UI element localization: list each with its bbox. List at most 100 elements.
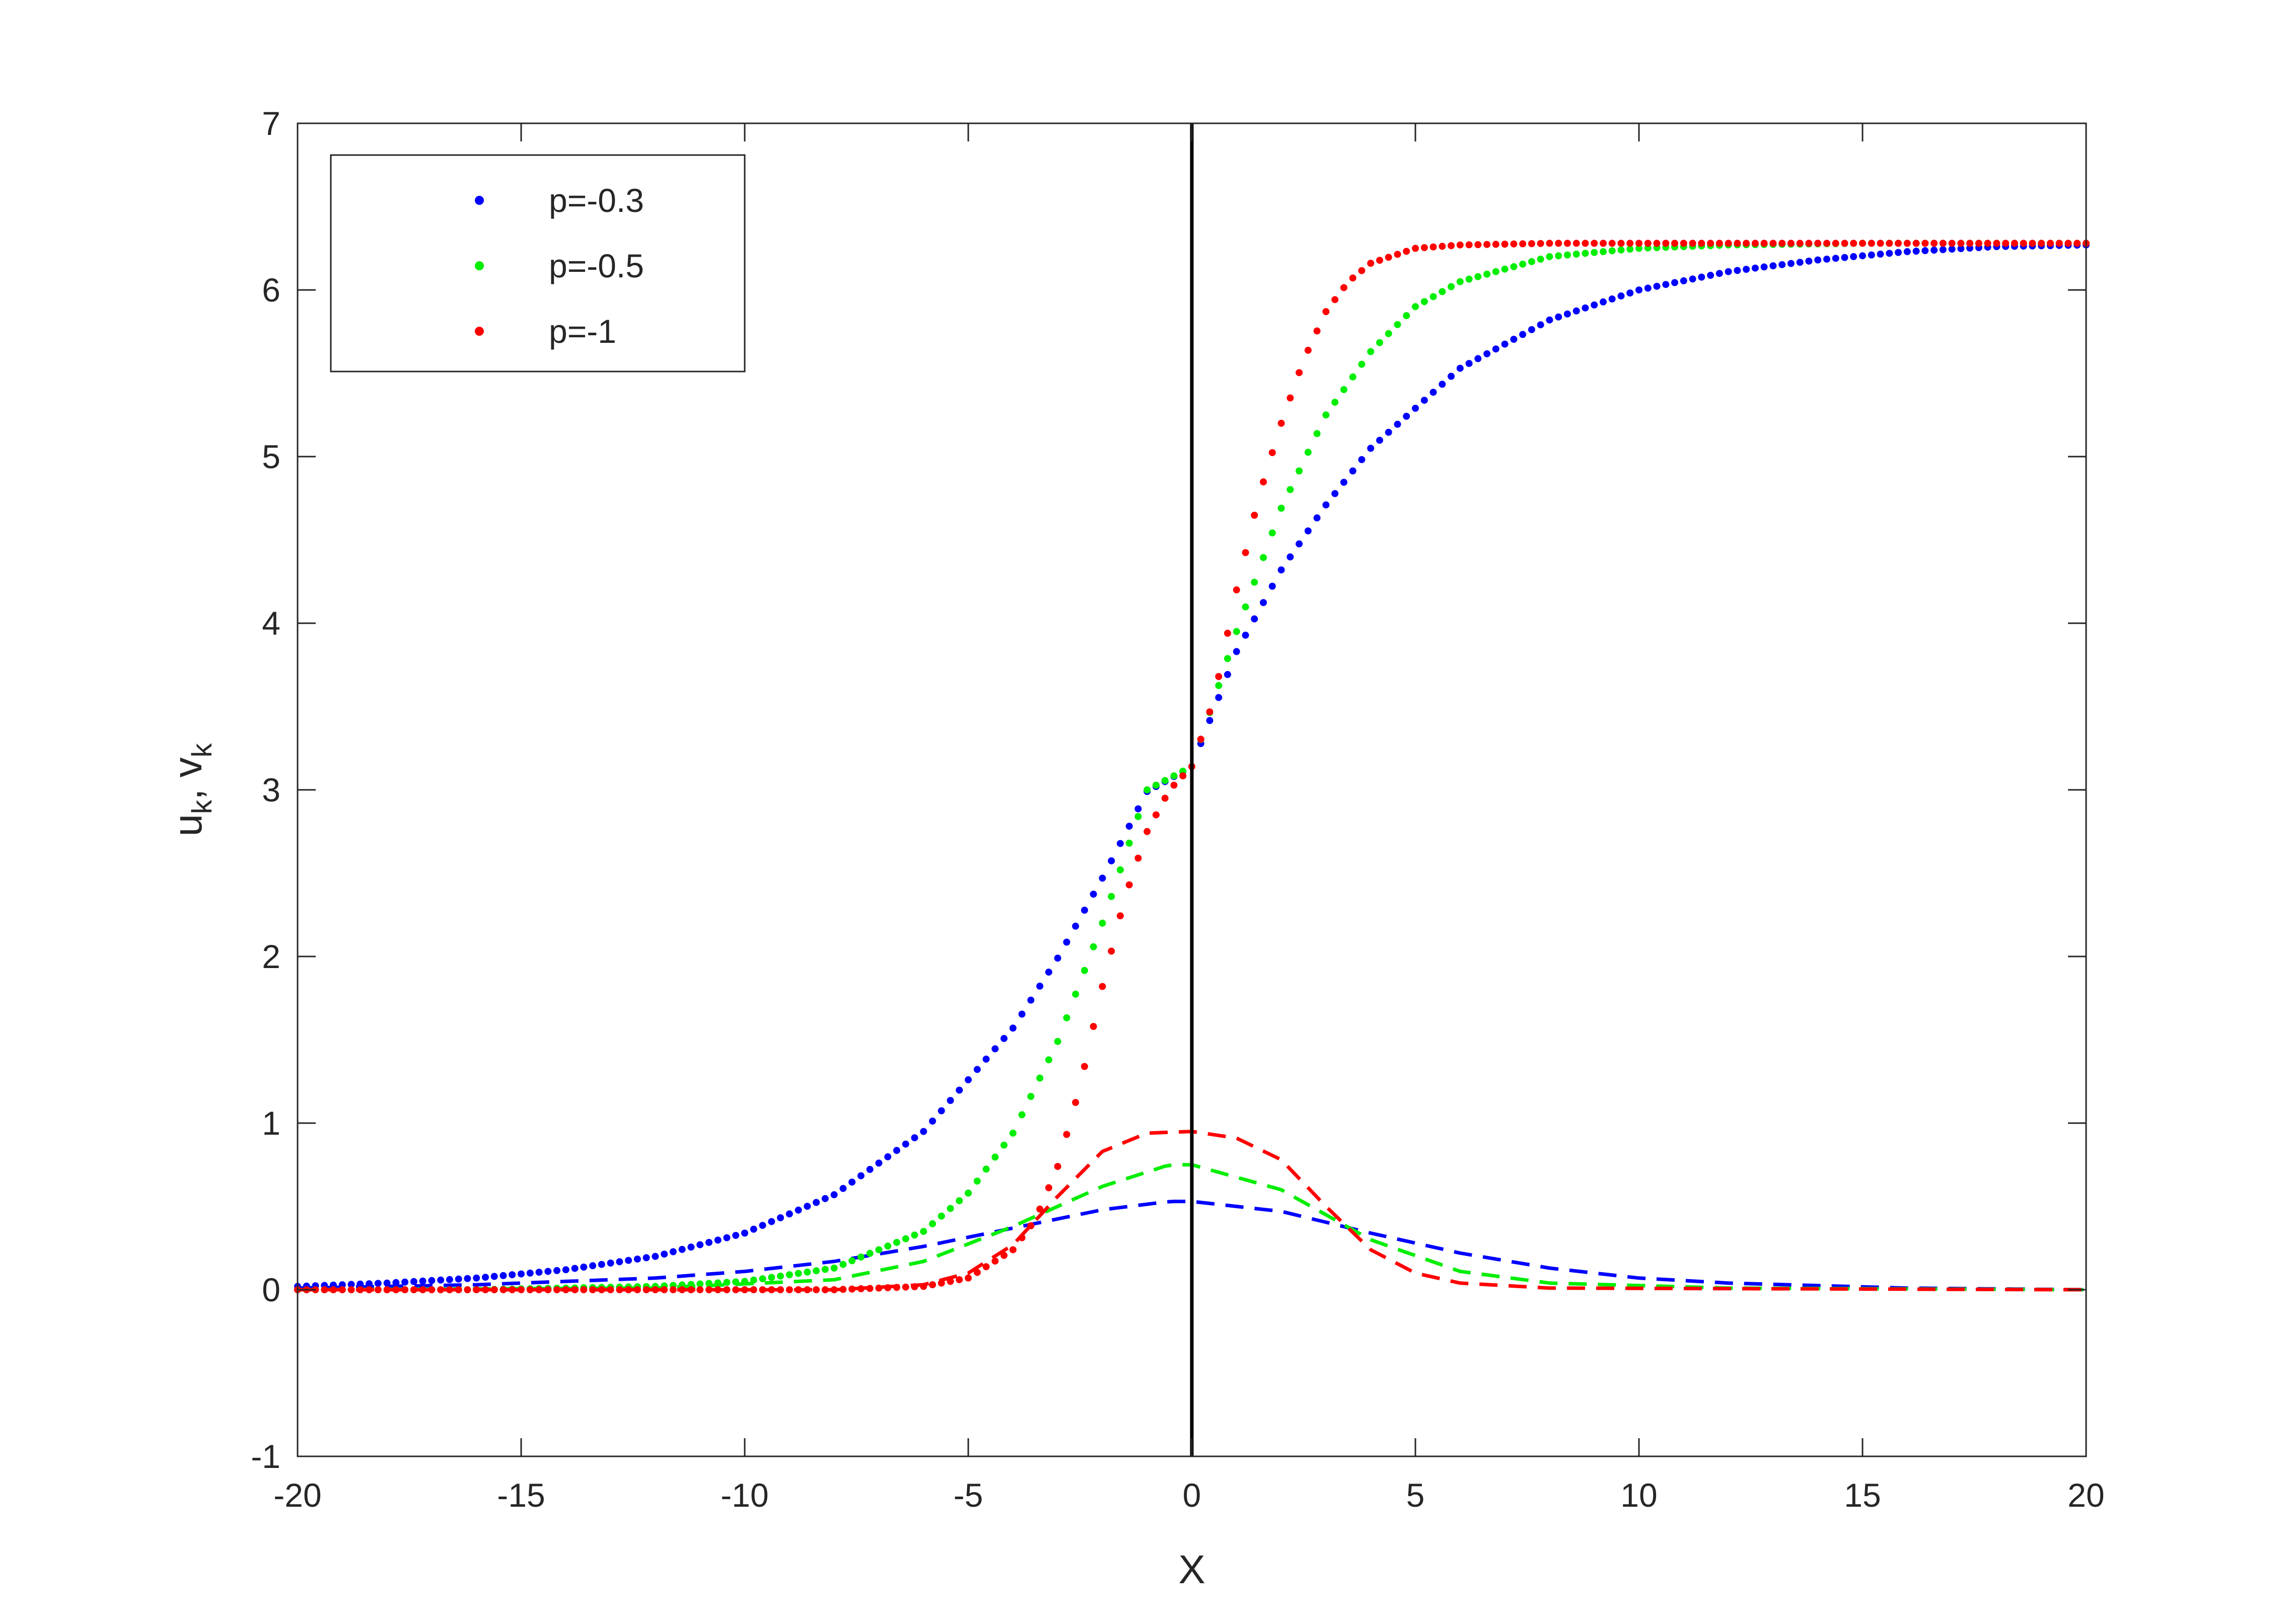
- series-2-u-point: [1394, 251, 1401, 258]
- series-0-v-line: [297, 1200, 2087, 1292]
- series-1-u-point: [902, 1235, 909, 1242]
- series-0-u-point: [1644, 284, 1652, 292]
- series-0-u-point: [1671, 279, 1678, 286]
- series-2-u-point: [1662, 240, 1670, 247]
- series-0-u-point: [1921, 247, 1929, 254]
- series-1-u-point: [1286, 486, 1294, 493]
- series-0-u-point: [383, 1279, 391, 1287]
- series-2-u-point: [1483, 241, 1491, 248]
- series-2-u-point: [1895, 240, 1902, 247]
- series-0-u-point: [419, 1277, 426, 1285]
- series-0-u-point: [661, 1250, 668, 1258]
- series-0-u-point: [1877, 250, 1884, 258]
- series-2-u-point: [1519, 240, 1527, 248]
- series-1-u-point: [991, 1153, 999, 1161]
- series-1-u-point: [1268, 529, 1276, 537]
- series-2-u-point: [1680, 240, 1687, 247]
- y-tick-label: 7: [262, 105, 280, 142]
- series-2-u-point: [1206, 708, 1213, 716]
- series-2-u-point: [947, 1278, 954, 1285]
- series-0-u-point: [750, 1225, 757, 1233]
- series-0-u-point: [696, 1241, 704, 1248]
- series-2-u-point: [1286, 394, 1294, 402]
- series-0-u-point: [777, 1214, 784, 1221]
- series-2-u-point: [1161, 794, 1169, 802]
- legend: p=-0.3 p=-0.5 p=-1: [330, 154, 746, 373]
- series-1-u-point: [911, 1231, 918, 1239]
- series-2-u-point: [1903, 240, 1911, 247]
- series-2-u-point: [535, 1286, 543, 1293]
- series-2-u-point: [366, 1286, 373, 1293]
- series-0-u-point: [1242, 631, 1249, 639]
- series-0-u-point: [338, 1281, 346, 1289]
- series-0-u-point: [1286, 553, 1294, 561]
- series-layer: [294, 240, 2090, 1293]
- series-2-u-point: [437, 1286, 445, 1293]
- series-0-u-point: [1635, 286, 1642, 293]
- series-1-u-point: [920, 1228, 927, 1235]
- series-2-u-point: [1313, 327, 1321, 335]
- series-2-u-point: [2073, 240, 2081, 247]
- series-2-u-point: [696, 1286, 704, 1293]
- series-0-u-point: [866, 1166, 874, 1173]
- series-0-u-point: [1715, 270, 1723, 277]
- series-2-u-point: [1975, 240, 1982, 247]
- series-2-u-point: [374, 1286, 382, 1293]
- series-2-u-point: [1635, 240, 1642, 247]
- series-2-u-point: [1671, 240, 1678, 247]
- legend-label-2: p=-1: [549, 313, 616, 350]
- series-0-u-point: [1966, 244, 1974, 252]
- series-2-u-point: [1465, 241, 1473, 249]
- series-2-u-point: [1322, 308, 1330, 315]
- series-0-u-point: [848, 1178, 856, 1186]
- series-2-u-point: [633, 1286, 641, 1293]
- series-0-u-point: [598, 1261, 605, 1268]
- series-1-u-point: [1429, 293, 1437, 301]
- series-2-u-point: [1796, 240, 1804, 247]
- series-0-u-point: [464, 1275, 471, 1282]
- series-1-u-point: [705, 1280, 712, 1287]
- series-2-u-point: [544, 1286, 552, 1293]
- x-tick-label: 5: [1406, 1477, 1425, 1514]
- series-1-u-point: [1242, 603, 1249, 611]
- series-1-u-point: [1340, 386, 1347, 393]
- series-0-u-point: [1134, 805, 1142, 813]
- series-0-u-point: [1385, 428, 1392, 436]
- series-0-u-point: [1403, 412, 1410, 420]
- series-0-u-point: [1358, 456, 1366, 463]
- series-2-u-point: [1563, 240, 1571, 247]
- series-2-u-point: [464, 1286, 471, 1293]
- series-1-u-point: [741, 1278, 748, 1285]
- legend-box: [330, 154, 746, 373]
- series-2-u-point: [1948, 240, 1956, 247]
- series-0-u-point: [1492, 345, 1499, 353]
- series-1-u-point: [1537, 255, 1544, 263]
- series-1-u-point: [1582, 250, 1589, 257]
- series-2-u-point: [1886, 240, 1893, 247]
- y-axis-label: uk, vk: [165, 743, 218, 837]
- series-2-u-point: [1358, 267, 1366, 274]
- series-2-u-point: [785, 1286, 793, 1293]
- series-0-u-point: [732, 1232, 740, 1239]
- series-0-u-point: [1027, 996, 1035, 1004]
- series-2-u-point: [580, 1286, 588, 1293]
- series-1-u-point: [1331, 399, 1339, 406]
- series-0-u-point: [633, 1256, 641, 1263]
- series-2-u-point: [1805, 240, 1813, 247]
- series-0-u-point: [607, 1260, 614, 1267]
- series-0-u-point: [1000, 1035, 1008, 1042]
- series-2-u-point: [1912, 240, 1920, 247]
- series-1-u-point: [884, 1242, 892, 1250]
- series-1-u-point: [1081, 967, 1088, 974]
- series-2-u-point: [813, 1286, 820, 1293]
- series-2-u-point: [1036, 1205, 1044, 1213]
- legend-marker-1: [475, 261, 484, 270]
- series-0-u-point: [1090, 891, 1097, 898]
- series-0-u-point: [1429, 389, 1437, 396]
- series-1-u-point: [830, 1265, 838, 1272]
- series-1-u-point: [1510, 263, 1518, 270]
- series-2-u-point: [1090, 1023, 1097, 1030]
- series-0-u-point: [366, 1280, 373, 1288]
- series-2-u-point: [1134, 854, 1142, 862]
- series-2-u-point: [678, 1286, 686, 1293]
